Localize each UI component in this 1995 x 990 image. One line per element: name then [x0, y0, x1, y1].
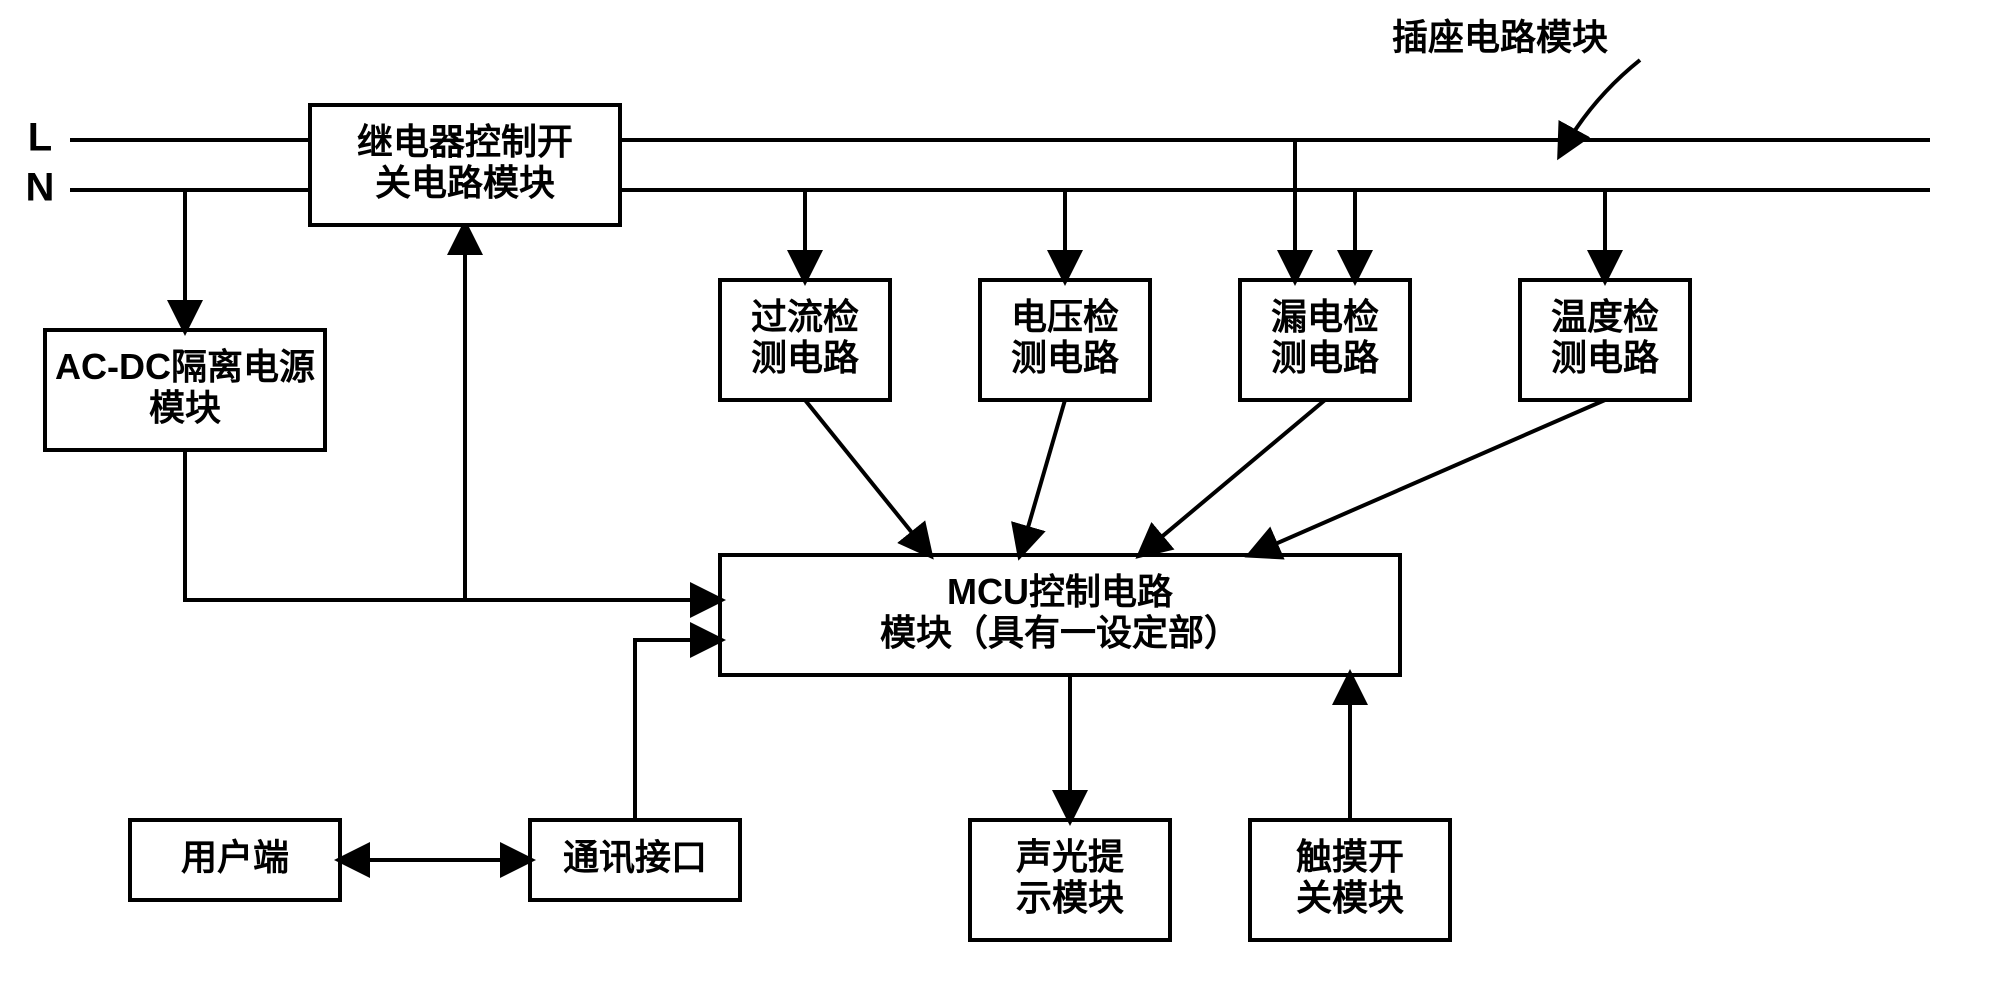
arrow-leak-to-mcu — [1140, 400, 1325, 555]
box-acdc-line0: AC-DC隔离电源 — [55, 346, 315, 387]
box-oc-line1: 测电路 — [751, 337, 860, 378]
box-temp-line0: 温度检 — [1551, 296, 1659, 337]
box-relay-line0: 继电器控制开 — [357, 121, 573, 162]
box-touch-line1: 关模块 — [1296, 877, 1404, 918]
box-oc-line0: 过流检 — [751, 296, 859, 337]
box-leak-line0: 漏电检 — [1271, 296, 1379, 337]
arrow-temp-to-mcu — [1250, 400, 1605, 555]
box-touch-line0: 触摸开 — [1296, 836, 1404, 877]
box-comm-line0: 通讯接口 — [563, 837, 707, 878]
box-alarm-line0: 声光提 — [1016, 836, 1124, 877]
box-alarm-line1: 示模块 — [1016, 877, 1124, 918]
arrow-oc-to-mcu — [805, 400, 930, 555]
box-volt-line1: 测电路 — [1011, 337, 1120, 378]
callout-socket-module: 插座电路模块 — [1392, 17, 1608, 58]
box-relay-line1: 关电路模块 — [375, 162, 555, 203]
arrow-volt-to-mcu — [1020, 400, 1065, 555]
arrow-acdc-to-mcu — [185, 450, 720, 600]
box-mcu-line1: 模块（具有一设定部） — [880, 612, 1240, 653]
box-leak-line1: 测电路 — [1271, 337, 1380, 378]
box-client-line0: 用户端 — [181, 837, 289, 878]
box-acdc-line1: 模块 — [149, 387, 221, 428]
arrow-comm-to-mcu — [635, 640, 720, 820]
box-mcu-line0: MCU控制电路 — [947, 571, 1174, 612]
rail-label-L: L — [28, 116, 52, 160]
rail-label-N: N — [26, 166, 55, 210]
box-volt-line0: 电压检 — [1011, 296, 1119, 337]
box-temp-line1: 测电路 — [1551, 337, 1660, 378]
